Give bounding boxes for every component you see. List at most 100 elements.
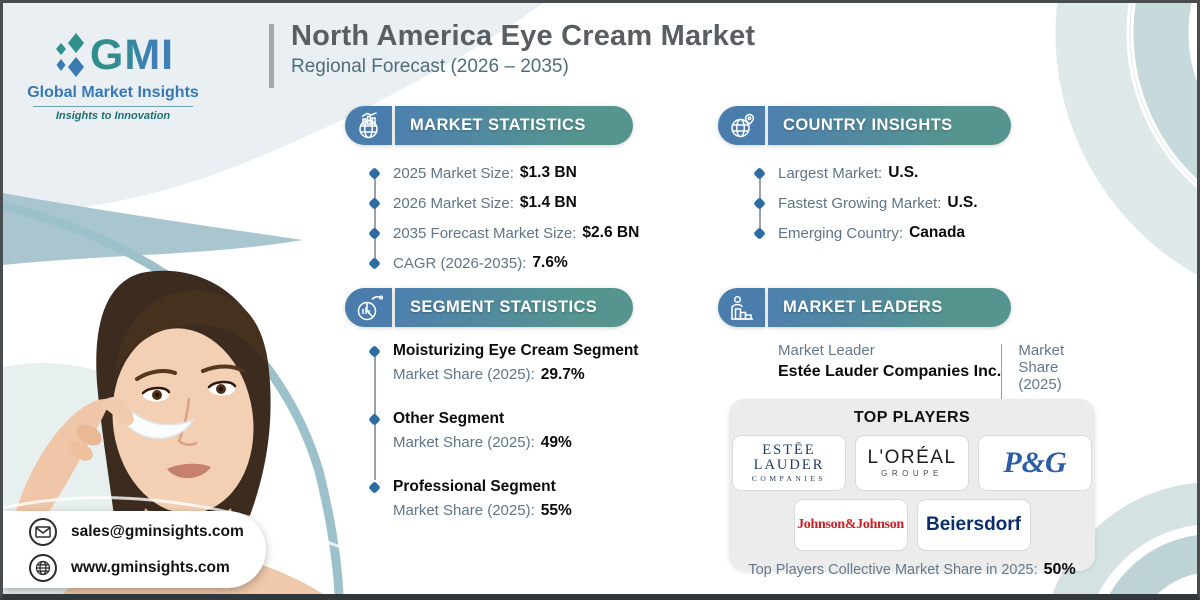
- list-item: Emerging Country: Canada: [750, 218, 1011, 248]
- list-item: Moisturizing Eye Cream Segment Market Sh…: [365, 342, 639, 384]
- item-label: Emerging Country:: [778, 224, 904, 242]
- globe-icon: [29, 553, 57, 582]
- item-label: Market Share (2025):: [393, 434, 535, 451]
- list-item: 2035 Forecast Market Size: $2.6 BN: [365, 218, 639, 248]
- website-link[interactable]: www.gminsights.com: [29, 553, 266, 582]
- leader-label: Market Leader: [778, 342, 875, 359]
- market-statistics-list: 2025 Market Size: $1.3 BN 2026 Market Siz…: [365, 158, 639, 278]
- title-rule: [269, 24, 274, 88]
- gmi-logo: GMI Global Market Insights Insights to I…: [23, 29, 203, 122]
- bullet-icon: [368, 413, 381, 426]
- leader-podium-icon: [718, 288, 765, 327]
- list-item: Fastest Growing Market: U.S.: [750, 188, 1011, 218]
- item-label: CAGR (2026-2035):: [393, 254, 527, 272]
- footer-value: 50%: [1043, 561, 1076, 578]
- market-leaders-header: MARKET LEADERS: [718, 288, 1011, 327]
- page-title: North America Eye Cream Market: [291, 20, 756, 52]
- item-value: 7.6%: [532, 254, 568, 271]
- top-players-row-2: Johnson&Johnson Beiersdorf: [729, 499, 1095, 551]
- list-item: Other Segment Market Share (2025): 49%: [365, 410, 633, 452]
- bullet-icon: [368, 226, 381, 240]
- section-market-leaders: MARKET LEADERS Market Leader Estée Laude…: [718, 288, 1098, 415]
- divider: [1001, 344, 1003, 415]
- list-item: 2026 Market Size: $1.4 BN: [365, 188, 633, 218]
- globe-pin-icon: [718, 106, 765, 145]
- bullet-icon: [368, 345, 381, 358]
- segment-name: Professional Segment: [393, 478, 556, 495]
- brand-tagline: Insights to Innovation: [55, 110, 171, 122]
- bullet-icon: [368, 481, 381, 494]
- item-label: Market Share (2025):: [393, 502, 535, 519]
- item-value: $1.3 BN: [519, 164, 577, 181]
- email-link[interactable]: sales@gminsights.com: [29, 517, 266, 546]
- top-players-title: TOP PLAYERS: [853, 409, 971, 426]
- section-title: MARKET STATISTICS: [395, 106, 633, 145]
- top-players-row-1: ESTĒE LAUDER COMPANIES L'ORÉAL GROUPE P&…: [729, 435, 1095, 491]
- section-country-insights: COUNTRY INSIGHTS Largest Market: U.S. Fas…: [718, 106, 1011, 248]
- item-value: 49%: [540, 434, 572, 451]
- item-label: Market Share (2025):: [393, 366, 535, 383]
- decor-teal-wedge: [3, 193, 303, 265]
- pie-chart-icon: [345, 288, 392, 327]
- player-logo-estee-lauder: ESTĒE LAUDER COMPANIES: [732, 435, 846, 491]
- logo-text: Johnson&Johnson: [797, 516, 904, 532]
- item-value: Canada: [909, 224, 966, 241]
- market-statistics-header: MARKET STATISTICS: [345, 106, 633, 145]
- item-value: 55%: [540, 502, 572, 519]
- section-title: MARKET LEADERS: [768, 288, 1011, 327]
- logo-text: GROUPE: [881, 468, 943, 478]
- section-segment-statistics: SEGMENT STATISTICS Moisturizing Eye Crea…: [345, 288, 639, 546]
- bullet-icon: [753, 166, 766, 180]
- player-logo-beiersdorf: Beiersdorf: [916, 499, 1031, 551]
- logo-text: ESTĒE: [762, 441, 816, 458]
- market-leader-row: Market Leader Estée Lauder Companies Inc…: [778, 342, 1098, 415]
- bullet-icon: [368, 166, 381, 180]
- logo-divider: [33, 106, 193, 107]
- item-value: U.S.: [888, 164, 919, 181]
- country-insights-header: COUNTRY INSIGHTS: [718, 106, 1011, 145]
- list-item: CAGR (2026-2035): 7.6%: [365, 248, 633, 278]
- logo-text: LAUDER: [753, 457, 825, 474]
- segment-statistics-header: SEGMENT STATISTICS: [345, 288, 633, 327]
- top-players-footer: Top Players Collective Market Share in 2…: [729, 561, 1095, 579]
- share-label: Market Share (2025): [1018, 342, 1065, 393]
- segment-name: Other Segment: [393, 410, 505, 427]
- bullet-icon: [368, 196, 381, 210]
- leader-name: Estée Lauder Companies Inc.: [778, 363, 1002, 380]
- player-logo-johnson-johnson: Johnson&Johnson: [793, 499, 908, 551]
- brand-acronym: GMI: [89, 30, 175, 79]
- item-label: Largest Market:: [778, 164, 883, 182]
- item-value: 29.7%: [540, 366, 585, 383]
- page-subtitle: Regional Forecast (2026 – 2035): [291, 56, 569, 77]
- bullet-icon: [753, 196, 766, 210]
- segment-name: Moisturizing Eye Cream Segment: [393, 342, 639, 359]
- item-value: U.S.: [947, 194, 978, 211]
- item-value: $2.6 BN: [582, 224, 640, 241]
- gmi-diamonds-icon: [55, 33, 84, 77]
- globe-bar-chart-icon: [345, 106, 392, 145]
- title-block: North America Eye Cream Market Regional …: [269, 20, 755, 88]
- item-label: 2026 Market Size:: [393, 194, 514, 212]
- logo-text: P&G: [1003, 446, 1067, 480]
- website-text: www.gminsights.com: [71, 558, 230, 576]
- item-value: $1.4 BN: [519, 194, 577, 211]
- list-item: 2025 Market Size: $1.3 BN: [365, 158, 633, 188]
- item-label: Fastest Growing Market:: [778, 194, 942, 212]
- email-icon: [29, 517, 57, 546]
- bullet-icon: [753, 226, 766, 240]
- decor-top-left-panel: [3, 3, 543, 212]
- list-item: Professional Segment Market Share (2025)…: [365, 478, 633, 520]
- corner-rings-top-right: [1055, 3, 1197, 274]
- logo-text: L'ORÉAL: [867, 446, 957, 468]
- item-label: 2025 Market Size:: [393, 164, 514, 182]
- logo-text: Beiersdorf: [925, 514, 1022, 536]
- country-insights-list: Largest Market: U.S. Fastest Growing Mark…: [750, 158, 1011, 248]
- player-logo-loreal: L'ORÉAL GROUPE: [855, 435, 969, 491]
- bullet-icon: [368, 256, 381, 270]
- top-players-box: TOP PLAYERS ESTĒE LAUDER COMPANIES L'ORÉ…: [729, 399, 1095, 578]
- email-text: sales@gminsights.com: [71, 522, 244, 540]
- brand-full-name: Global Market Insights: [27, 84, 199, 101]
- footer-label: Top Players Collective Market Share in 2…: [748, 562, 1038, 578]
- section-title: SEGMENT STATISTICS: [395, 288, 633, 327]
